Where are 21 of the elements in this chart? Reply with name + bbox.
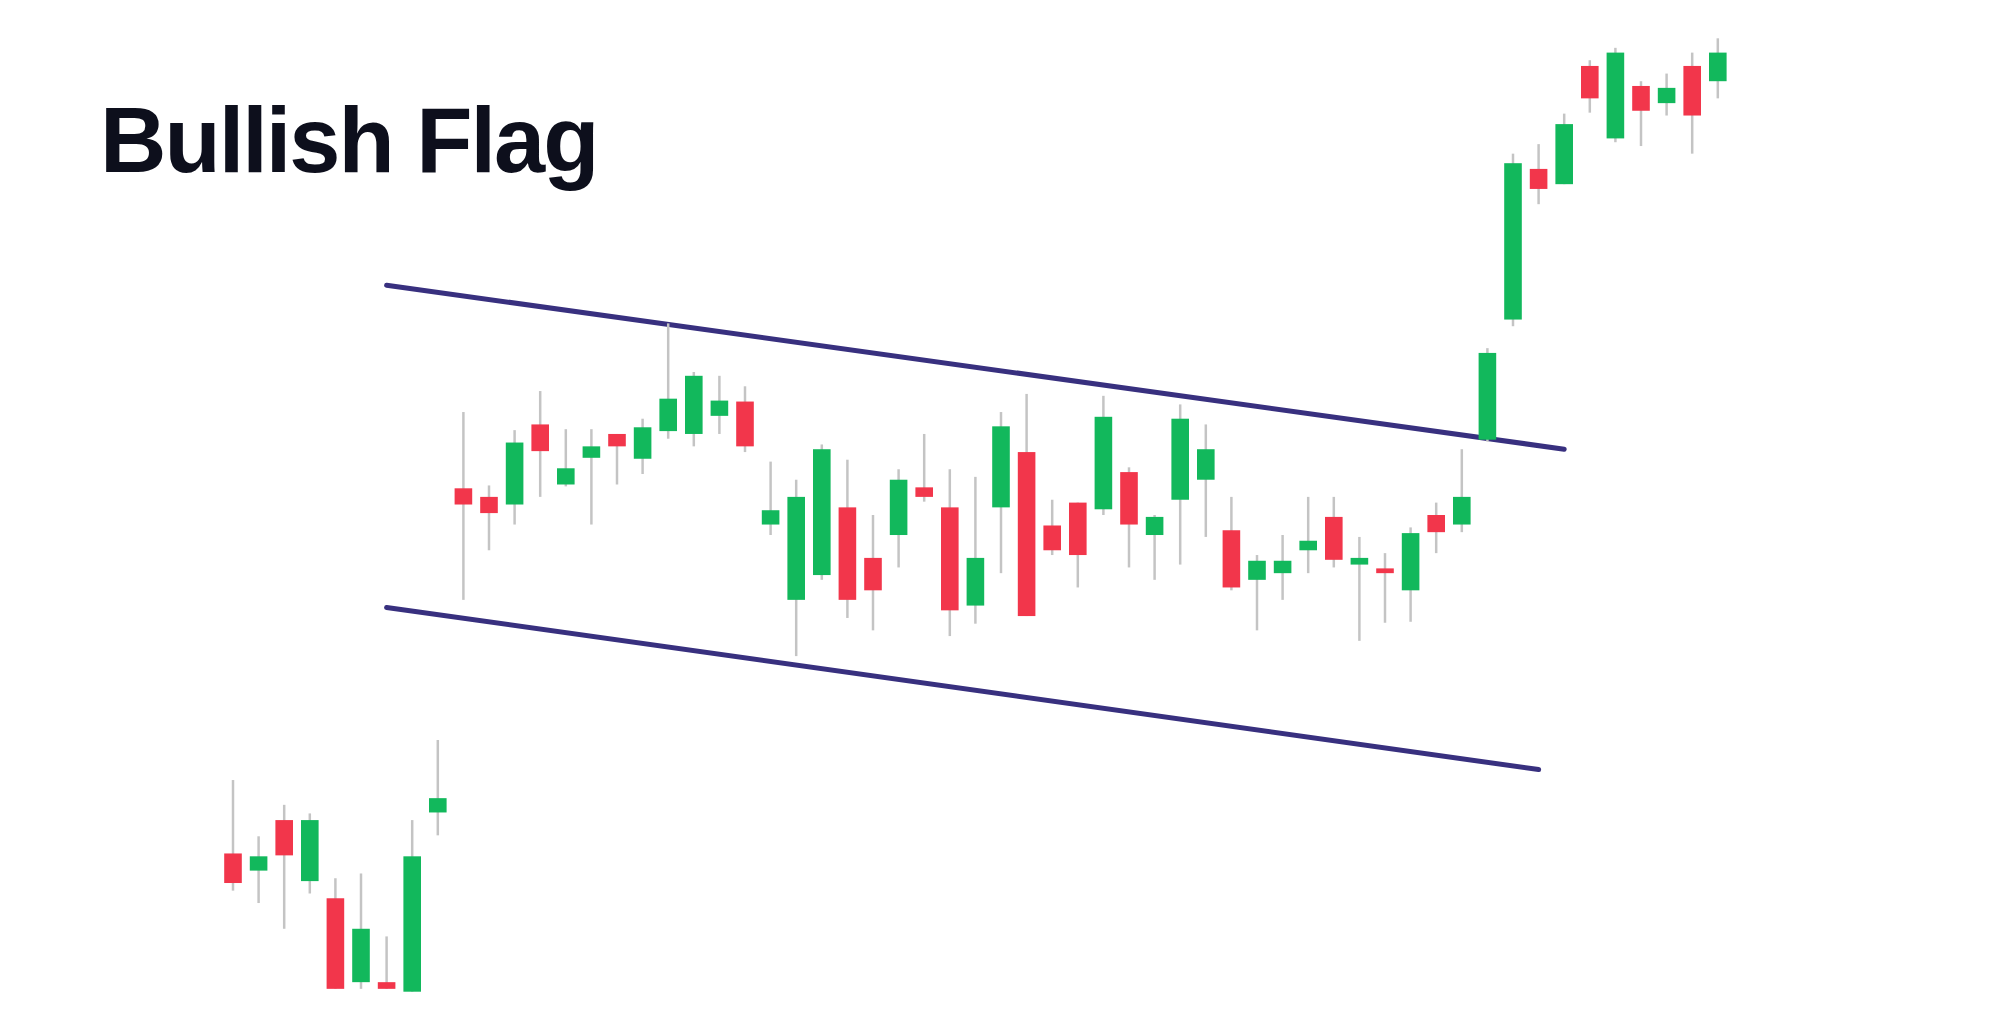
candlestick (582, 427, 601, 526)
candlestick (480, 484, 498, 552)
candlestick (761, 460, 780, 537)
candlestick (557, 427, 575, 488)
candlestick (1145, 513, 1164, 582)
candlestick (710, 374, 729, 436)
candlestick (1529, 142, 1548, 206)
candlestick (377, 935, 396, 991)
candlestick (249, 835, 268, 905)
candlestick (1657, 72, 1676, 117)
candlestick (1350, 535, 1369, 643)
candlestick (915, 432, 933, 503)
text: Bullish Flag (100, 89, 598, 191)
candlestick (1376, 551, 1394, 624)
candlestick (1248, 553, 1266, 632)
candlestick (1427, 501, 1445, 555)
candlestick (1299, 495, 1317, 575)
candlestick (429, 738, 447, 837)
candlestick (608, 432, 626, 486)
candlestick (454, 410, 473, 602)
candlestick (1273, 533, 1292, 602)
